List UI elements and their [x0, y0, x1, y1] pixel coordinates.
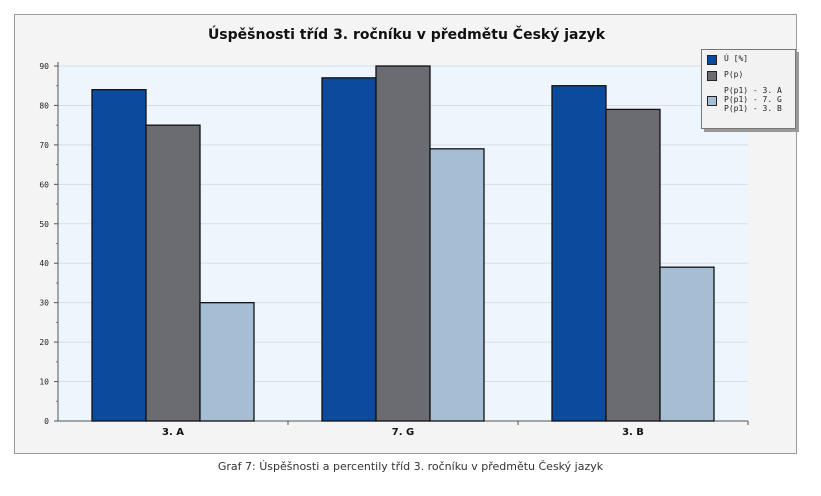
y-tick-label: 10 [39, 378, 49, 387]
y-tick-label: 50 [39, 220, 49, 229]
bar-2-1 [145, 124, 201, 422]
x-tick-label: 7. G [392, 427, 414, 438]
y-tick-label: 80 [39, 101, 49, 110]
bar-2-3 [605, 108, 661, 422]
y-tick-label: 40 [39, 259, 49, 268]
y-tick-label: 30 [39, 299, 49, 308]
x-tick-label: 3. B [622, 427, 644, 438]
legend-label-line: P(p1) - 3. A [724, 86, 782, 95]
chart-title: Úspěšnosti tříd 3. ročníku v předmětu Če… [207, 27, 606, 43]
legend-item: P(p) [707, 70, 790, 81]
y-tick-label: 20 [39, 338, 49, 347]
bar-3-1 [199, 302, 255, 422]
chart-legend: Ú [%] P(p) P(p1) - 3. A P(p1) - 7. G P(p1) -… [701, 49, 796, 129]
bar-2-2 [375, 65, 431, 422]
legend-label: P(p1) - 3. A P(p1) - 7. G P(p1) - 3. B [724, 86, 782, 113]
bar-3-2 [429, 148, 485, 422]
bar-chart: 0 10 20 30 40 50 60 70 80 90 3. A 7. G 3. B [39, 62, 749, 438]
legend-swatch [707, 96, 717, 106]
legend-label: P(p) [724, 70, 743, 79]
x-tick-label: 3. A [162, 427, 184, 438]
y-tick-label: 70 [39, 141, 49, 150]
legend-item: Ú [%] [707, 54, 790, 65]
legend-swatch [707, 71, 717, 81]
y-tick-label: 90 [39, 62, 49, 71]
legend-label-line: P(p) [724, 70, 744, 79]
bar-1-3 [551, 85, 607, 422]
legend-item: P(p1) - 3. A P(p1) - 7. G P(p1) - 3. B [707, 86, 790, 113]
figure-caption: Graf 7: Úspěšnosti a percentily tříd 3. … [217, 460, 604, 473]
y-tick-label: 0 [44, 417, 49, 426]
legend-swatch [707, 55, 717, 65]
bar-1-2 [321, 77, 377, 422]
bar-1-1 [91, 89, 147, 422]
legend-label-line: Ú [%] [724, 54, 749, 63]
chart-frame: Úspěšnosti tříd 3. ročníku v předmětu Če… [14, 14, 797, 454]
y-tick-label: 60 [39, 180, 49, 189]
legend-label-line: P(p1) - 3. B [724, 104, 782, 113]
legend-label-line: P(p1) - 7. G [724, 95, 782, 104]
bar-3-3 [659, 266, 715, 422]
legend-label: Ú [%] [724, 54, 748, 63]
